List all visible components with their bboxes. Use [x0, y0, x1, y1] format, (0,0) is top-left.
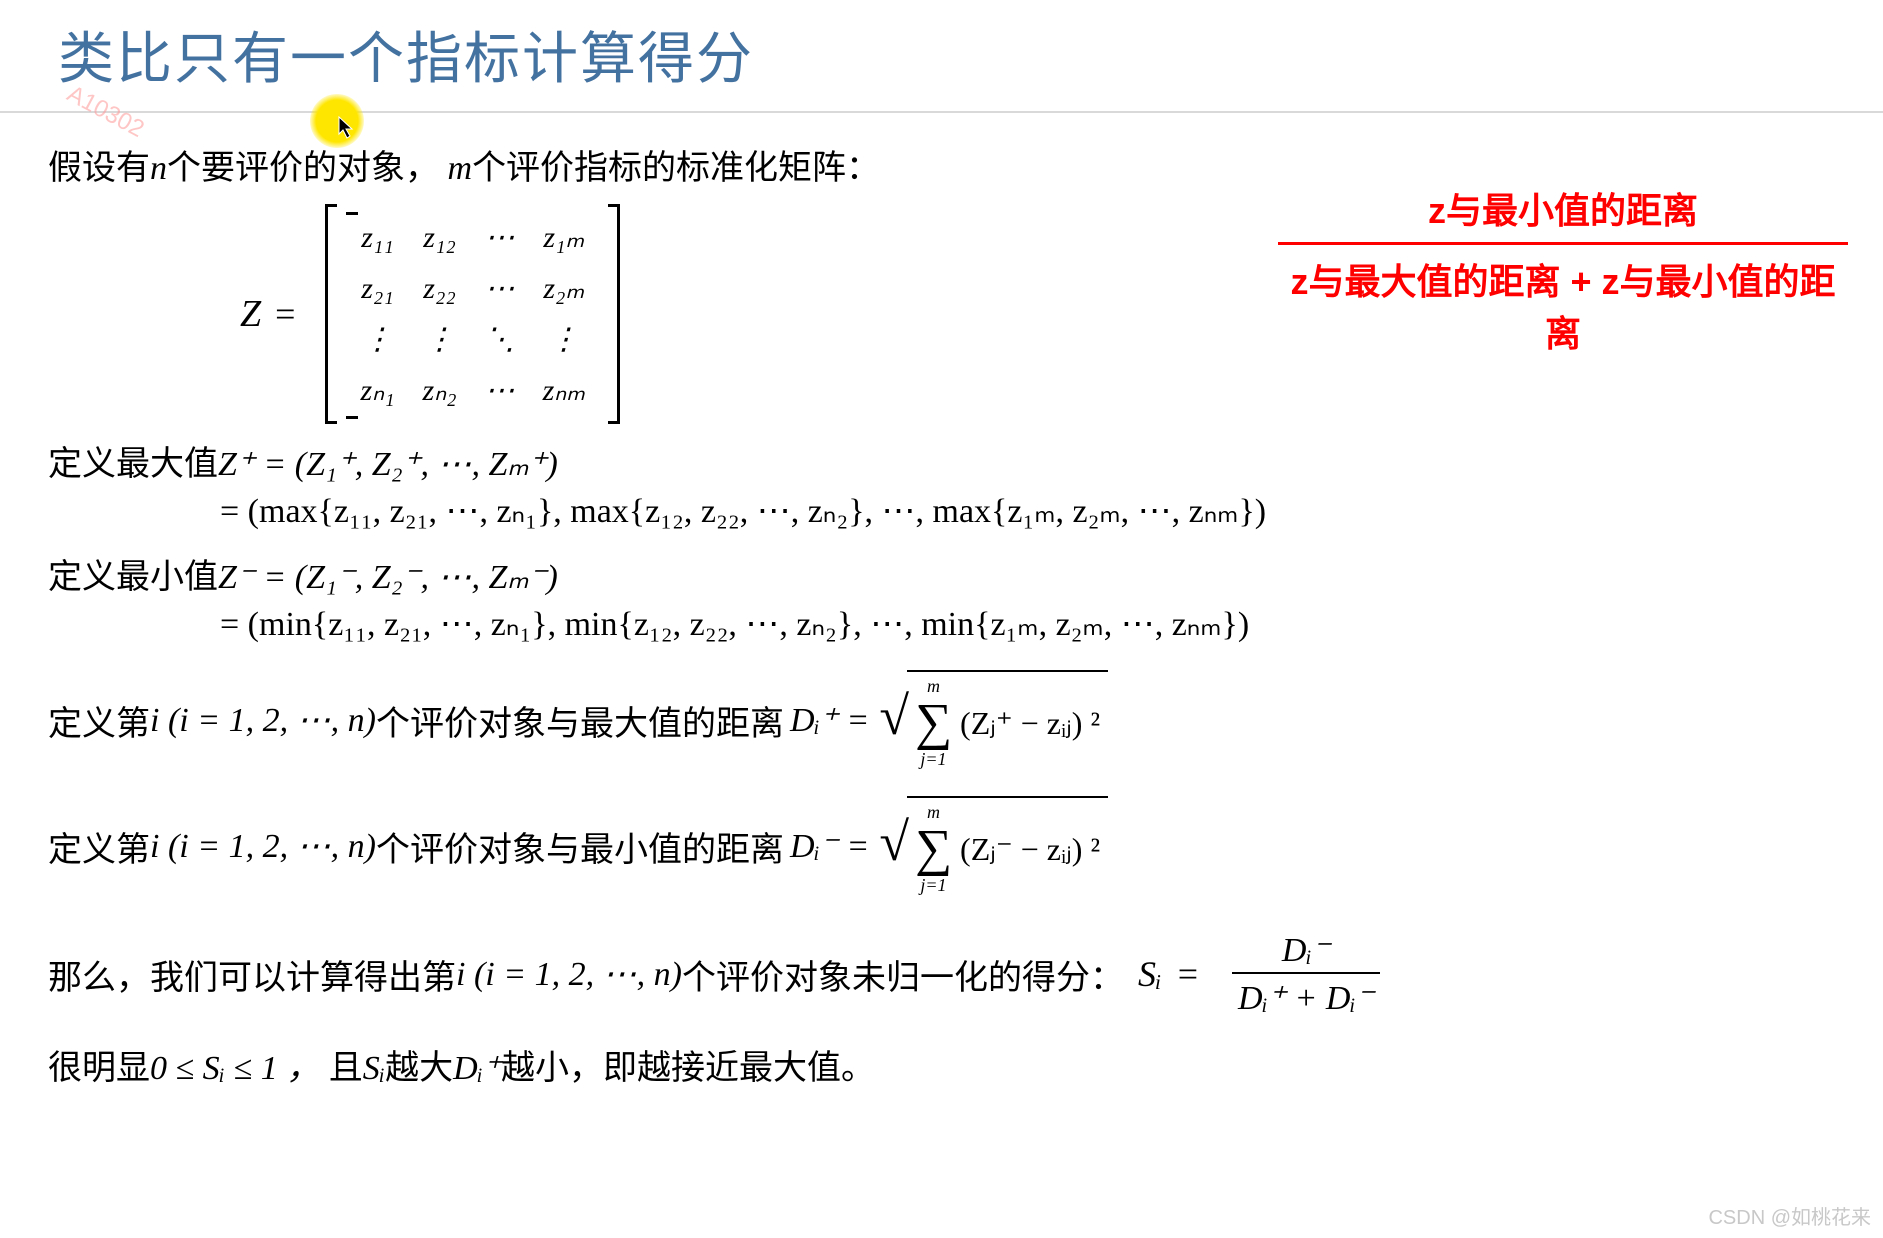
red-formula: z与最小值的距离 z与最大值的距离 + z与最小值的距离 [1278, 182, 1848, 357]
m-cell: ⋮ [529, 314, 599, 365]
dist-minus-b: 个评价对象与最小值的距离 [376, 822, 784, 871]
last-a: 很明显 [48, 1050, 150, 1087]
score-line: 那么，我们可以计算得出第i (i = 1, 2, ⋯, n)个评价对象未归一化的… [0, 930, 1883, 1018]
var-n: n [150, 150, 167, 187]
cursor-icon [338, 116, 356, 146]
zmax-expand: = (max{z₁₁, z₂₁, ⋯, zₙ₁}, max{z₁₂, z₂₂, … [0, 491, 1883, 531]
dist-minus-term: (Zⱼ⁻ − zᵢⱼ) ² [960, 830, 1100, 868]
dist-plus-term: (Zⱼ⁺ − zᵢⱼ) ² [960, 704, 1100, 742]
sum-icon: m ∑ j=1 [915, 676, 952, 770]
sum-bot: j=1 [920, 749, 946, 770]
dist-b: 个评价对象与最大值的距离 [376, 696, 784, 745]
zmin-label: 定义最小值 [48, 559, 218, 596]
m-cell: zₙ₁ [346, 365, 408, 416]
m-cell: z₂₁ [346, 263, 408, 314]
sqrt-minus: √ m ∑ j=1 (Zⱼ⁻ − zᵢⱼ) ² [879, 796, 1108, 896]
var-m: m [448, 150, 473, 187]
score-fraction: Dᵢ⁻ Dᵢ⁺ + Dᵢ⁻ [1232, 930, 1380, 1018]
dist-plus-sym: Dᵢ⁺ = [790, 700, 869, 740]
zmax-lhs: Z⁺ = (Z₁⁺, Z₂⁺, ⋯, Zₘ⁺) [218, 446, 558, 483]
intro-c: 个评价指标的标准化矩阵： [472, 150, 880, 187]
last-b: 且 [329, 1050, 363, 1087]
zmin-lhs: Z⁻ = (Z₁⁻, Z₂⁻, ⋯, Zₘ⁻) [218, 559, 558, 596]
intro-line: 假设有n个要评价的对象， m个评价指标的标准化矩阵： [0, 123, 1883, 194]
score-num: Dᵢ⁻ [1276, 930, 1336, 972]
m-cell: zₙₘ [529, 365, 599, 416]
zmax-label: 定义最大值 [48, 446, 218, 483]
last-c: 越大 [385, 1050, 453, 1087]
zmin-expand: = (min{z₁₁, z₂₁, ⋯, zₙ₁}, min{z₁₂, z₂₂, … [0, 604, 1883, 644]
matrix-lhs: Z [240, 292, 261, 336]
dist-range: i (i = 1, 2, ⋯, n) [150, 700, 376, 740]
radical-icon: √ [879, 818, 909, 867]
m-cell: zₙ₂ [409, 365, 471, 416]
radical-icon: √ [879, 692, 909, 741]
m-cell: ⋮ [409, 314, 471, 365]
m-cell: z₁ₘ [529, 212, 599, 263]
red-denominator: z与最大值的距离 + z与最小值的距离 [1278, 249, 1848, 357]
dist-plus-line: 定义第i (i = 1, 2, ⋯, n)个评价对象与最大值的距离Dᵢ⁺ = √… [0, 670, 1883, 770]
zmax-def: 定义最大值Z⁺ = (Z₁⁺, Z₂⁺, ⋯, Zₘ⁺) [0, 436, 1883, 485]
m-cell: z₁₁ [346, 212, 408, 263]
page-title: 类比只有一个指标计算得分 [0, 0, 1883, 113]
last-line: 很明显0 ≤ Sᵢ ≤ 1 ， 且Sᵢ越大Dᵢ⁺越小，即越接近最大值。 [0, 1040, 1883, 1089]
dist-a: 定义第 [48, 696, 150, 745]
last-di: Dᵢ⁺ [453, 1050, 501, 1087]
m-cell: ⋯ [471, 212, 529, 263]
last-d: 越小，即越接近最大值。 [501, 1050, 875, 1087]
matrix-eq: = [275, 293, 295, 335]
intro-b: 个要评价的对象， [167, 150, 439, 187]
m-cell: z₁₂ [409, 212, 471, 263]
sum-bot2: j=1 [920, 875, 946, 896]
m-cell: z₂₂ [409, 263, 471, 314]
dist-minus-sym: Dᵢ⁻ = [790, 826, 869, 866]
last-si: Sᵢ [363, 1050, 385, 1087]
m-cell: z₂ₘ [529, 263, 599, 314]
dist-range2: i (i = 1, 2, ⋯, n) [150, 826, 376, 866]
score-eq: = [1178, 953, 1198, 995]
last-ineq: 0 ≤ Sᵢ ≤ 1 ， [150, 1050, 320, 1087]
score-b: 个评价对象未归一化的得分： [682, 950, 1124, 999]
m-cell: ⋱ [471, 314, 529, 365]
intro-a: 假设有 [48, 150, 150, 187]
dist-a2: 定义第 [48, 822, 150, 871]
zmin-def: 定义最小值Z⁻ = (Z₁⁻, Z₂⁻, ⋯, Zₘ⁻) [0, 549, 1883, 598]
m-cell: ⋮ [346, 314, 408, 365]
score-a: 那么，我们可以计算得出第 [48, 950, 456, 999]
dist-minus-line: 定义第i (i = 1, 2, ⋯, n)个评价对象与最小值的距离Dᵢ⁻ = √… [0, 796, 1883, 896]
sqrt-plus: √ m ∑ j=1 (Zⱼ⁺ − zᵢⱼ) ² [879, 670, 1108, 770]
m-cell: ⋯ [471, 365, 529, 416]
red-bar [1278, 242, 1848, 245]
m-cell: ⋯ [471, 263, 529, 314]
csdn-watermark: CSDN @如桃花来 [1708, 1201, 1871, 1230]
sum-icon: m ∑ j=1 [915, 802, 952, 896]
score-sym: Sᵢ [1138, 953, 1162, 995]
matrix-body: z₁₁z₁₂⋯z₁ₘ z₂₁z₂₂⋯z₂ₘ ⋮⋮⋱⋮ zₙ₁zₙ₂⋯zₙₘ [325, 204, 619, 424]
score-range: i (i = 1, 2, ⋯, n) [456, 954, 682, 994]
score-den: Dᵢ⁺ + Dᵢ⁻ [1232, 974, 1380, 1018]
